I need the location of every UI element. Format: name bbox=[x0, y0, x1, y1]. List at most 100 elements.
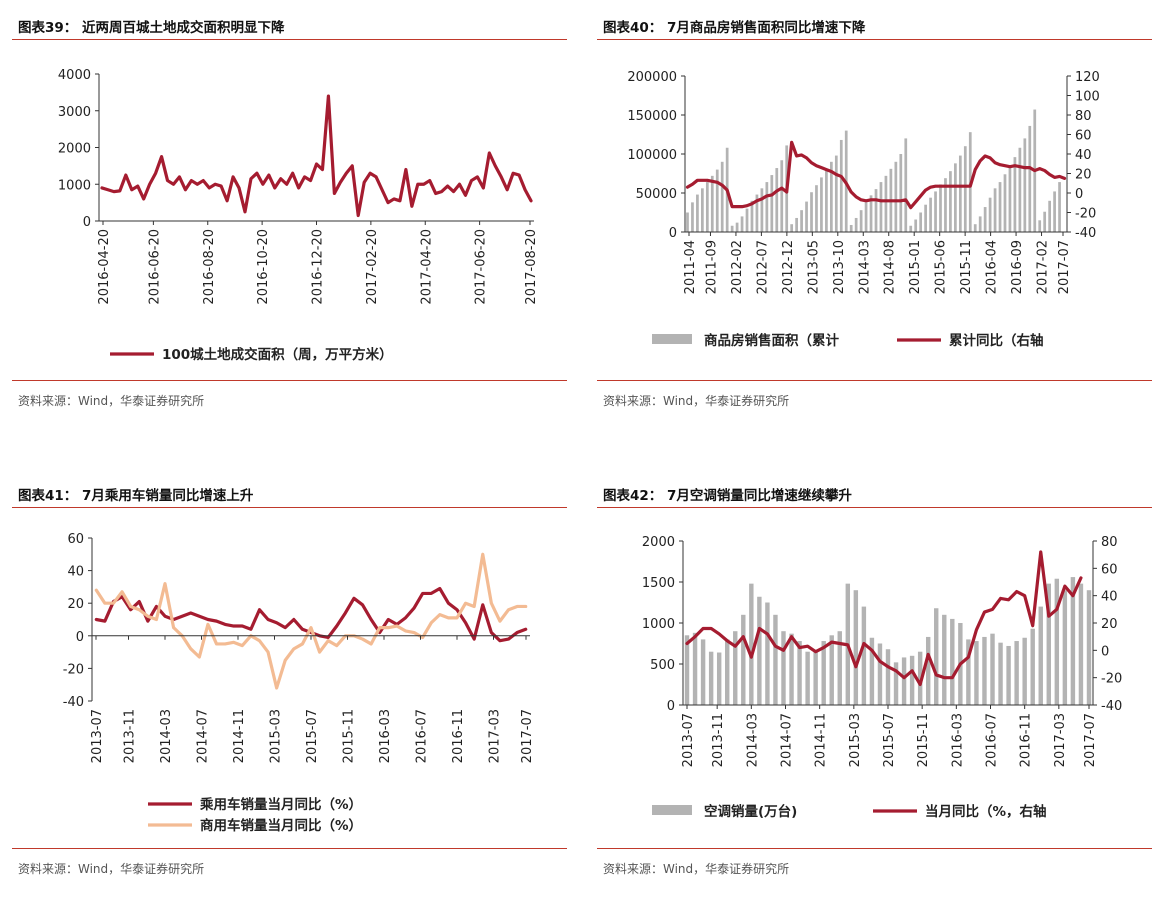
x-tick-label: 2017-06-20 bbox=[474, 229, 489, 305]
y-tick-label: 100000 bbox=[627, 148, 677, 163]
x-tick-label: 2017-03 bbox=[1053, 713, 1068, 767]
bar-1-26 bbox=[810, 192, 813, 232]
y2-tick-label: 60 bbox=[1101, 562, 1118, 577]
x-tick-label: 2013-07 bbox=[90, 709, 105, 763]
panel-title: 图表41： 7月乘用车销量同比增速上升 bbox=[18, 488, 254, 504]
bar-1-12 bbox=[773, 614, 778, 705]
bar-1-4 bbox=[708, 651, 714, 705]
bar-1-37 bbox=[974, 641, 979, 705]
x-tick-label: 2014-08 bbox=[883, 240, 898, 294]
y-tick-label: -20 bbox=[63, 662, 84, 677]
y2-tick-label: 60 bbox=[1075, 129, 1092, 144]
y-tick-label: 3000 bbox=[58, 105, 91, 120]
series-line-2 bbox=[685, 140, 1067, 210]
source-note: 资料来源：Wind，华泰证券研究所 bbox=[603, 862, 790, 876]
bar-1-61 bbox=[983, 207, 987, 232]
title-divider bbox=[12, 39, 567, 40]
bar-1-18 bbox=[821, 641, 826, 705]
x-tick-label: 2016-04 bbox=[985, 240, 1000, 294]
series-line-2 bbox=[685, 550, 1083, 687]
y2-tick-label: 20 bbox=[1075, 168, 1092, 183]
x-tick-label: 2015-06 bbox=[934, 240, 949, 294]
x-tick-label: 2012-02 bbox=[730, 240, 745, 294]
bar-1-67 bbox=[1013, 157, 1017, 232]
bar-1-17 bbox=[765, 182, 769, 232]
y2-tick-label: 0 bbox=[1075, 187, 1083, 202]
bar-1-42 bbox=[1014, 641, 1019, 705]
bar-1-43 bbox=[1022, 637, 1027, 705]
x-tick-label: 2015-01 bbox=[908, 240, 923, 294]
y-tick-label: 150000 bbox=[627, 109, 677, 124]
chart-land-area: 0 1000 2000 3000 4000 2016-04-20 2016-06-20 201… bbox=[58, 68, 539, 363]
bar-1-2 bbox=[691, 202, 694, 232]
y2-tick-label: -20 bbox=[1075, 207, 1096, 222]
bar-1-48 bbox=[919, 212, 923, 232]
x-tick-label: 2017-03 bbox=[488, 709, 503, 763]
chart-ac-sales: 0 500 1000 1500 2000 -40 -20 0 20 40 60 80 2013-07 20… bbox=[642, 535, 1122, 820]
y2-tick-label: 40 bbox=[1075, 148, 1092, 163]
bar-1-8 bbox=[720, 161, 724, 232]
y2-tick-label: 40 bbox=[1101, 590, 1118, 605]
y-tick-label: -40 bbox=[63, 695, 84, 710]
bar-1-63 bbox=[993, 188, 997, 232]
x-tick-label: 2013-11 bbox=[711, 713, 726, 767]
x-tick-label: 2013-10 bbox=[832, 240, 847, 294]
panel-title: 图表42： 7月空调销量同比增速继续攀升 bbox=[603, 488, 852, 504]
x-tick-label: 2015-03 bbox=[848, 713, 863, 767]
x-tick-label: 2017-02 bbox=[1036, 240, 1051, 294]
x-tick-label: 2016-11 bbox=[451, 709, 466, 763]
bar-1-9 bbox=[749, 583, 754, 705]
bar-1-25 bbox=[877, 643, 883, 705]
x-tick-label: 2017-04-20 bbox=[419, 229, 434, 305]
x-tick-label: 2013-07 bbox=[681, 713, 696, 767]
bar-1-65 bbox=[1003, 174, 1007, 232]
y-tick-label: 40 bbox=[67, 565, 84, 580]
bar-1-33 bbox=[942, 614, 947, 705]
x-tick-label: 2016-06-20 bbox=[147, 229, 162, 305]
y-tick-label: 1000 bbox=[58, 178, 91, 193]
bar-1-34 bbox=[950, 618, 955, 705]
bar-1-32 bbox=[839, 139, 843, 232]
x-tick-label: 2016-10-20 bbox=[256, 229, 271, 305]
bar-1-19 bbox=[829, 635, 834, 705]
y2-tick-label: -40 bbox=[1101, 699, 1122, 714]
x-tick-label: 2011-09 bbox=[704, 240, 719, 294]
legend-label-2: 当月同比（%，右轴 bbox=[925, 803, 1047, 820]
y-tick-label: 0 bbox=[76, 630, 84, 645]
bar-1-49 bbox=[924, 204, 927, 232]
bar-1-19 bbox=[775, 168, 779, 232]
y-tick-label: 4000 bbox=[58, 68, 91, 83]
bar-1-23 bbox=[795, 217, 798, 232]
x-tick-label: 2014-11 bbox=[232, 709, 247, 763]
bar-1-74 bbox=[1048, 200, 1051, 232]
bar-1-12 bbox=[740, 216, 744, 232]
bar-1-57 bbox=[963, 146, 967, 232]
bar-1-37 bbox=[864, 202, 868, 232]
y-tick-label: 200000 bbox=[627, 70, 677, 85]
bar-1-27 bbox=[893, 662, 899, 705]
panel-title: 图表39： 近两周百城土地成交面积明显下降 bbox=[18, 20, 285, 36]
source-divider bbox=[597, 380, 1152, 381]
bar-1-43 bbox=[894, 161, 898, 232]
x-tick-label: 2017-07 bbox=[1083, 713, 1098, 767]
y-tick-label: 20 bbox=[67, 597, 84, 612]
bar-1-1 bbox=[686, 212, 689, 232]
bar-1-6 bbox=[725, 639, 730, 705]
bar-1-10 bbox=[757, 596, 762, 705]
bar-1-47 bbox=[1054, 578, 1060, 705]
bar-1-75 bbox=[1053, 191, 1056, 232]
bar-1-2 bbox=[692, 632, 698, 705]
bar-1-13 bbox=[781, 631, 786, 705]
bar-1-10 bbox=[730, 225, 734, 232]
x-tick-label: 2014-11 bbox=[814, 713, 829, 767]
bar-1-20 bbox=[837, 631, 842, 705]
bar-1-1 bbox=[684, 635, 690, 705]
bar-1-14 bbox=[789, 633, 794, 705]
bar-1-46 bbox=[1046, 583, 1051, 705]
legend-swatch-1 bbox=[652, 805, 692, 815]
bar-1-22 bbox=[790, 224, 794, 232]
bar-1-51 bbox=[1086, 590, 1092, 705]
bar-1-31 bbox=[834, 155, 838, 232]
y2-tick-label: 80 bbox=[1075, 109, 1092, 124]
bar-1-20 bbox=[780, 160, 784, 232]
